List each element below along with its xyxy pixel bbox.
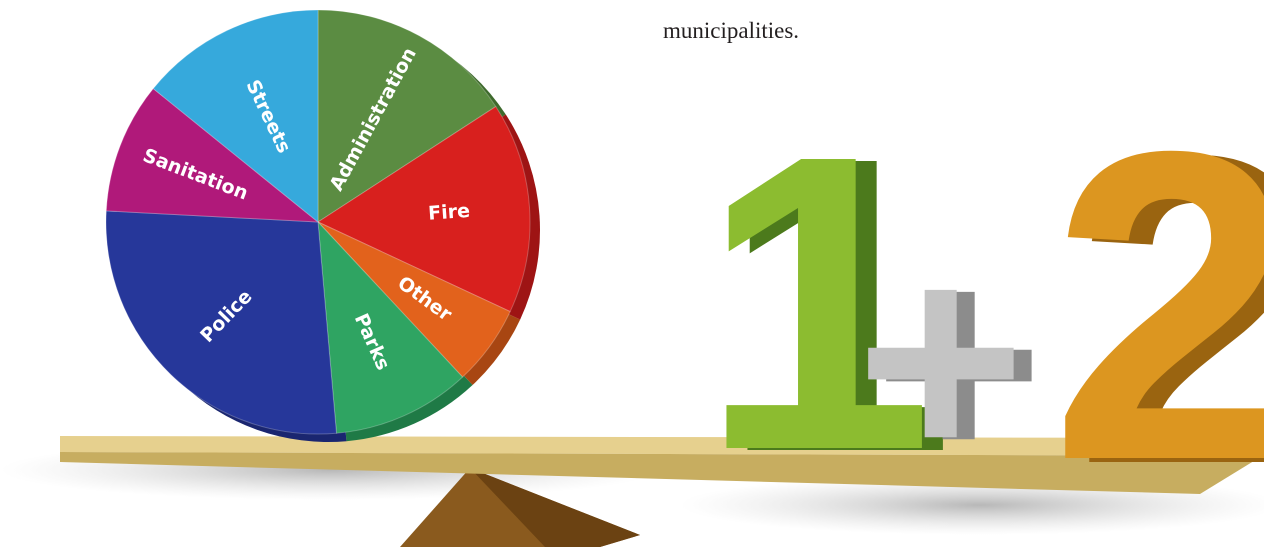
equation: 1 1 + + 2 2	[700, 61, 1264, 547]
pie: AdministrationFireOtherParksPoliceSanita…	[106, 10, 540, 442]
illustration: municipalities. AdministrationFireOtherP…	[0, 0, 1264, 547]
digit: 2	[1050, 61, 1264, 547]
operator: +	[856, 198, 1025, 522]
caption: municipalities.	[663, 18, 799, 43]
slice-label: Fire	[427, 200, 470, 225]
